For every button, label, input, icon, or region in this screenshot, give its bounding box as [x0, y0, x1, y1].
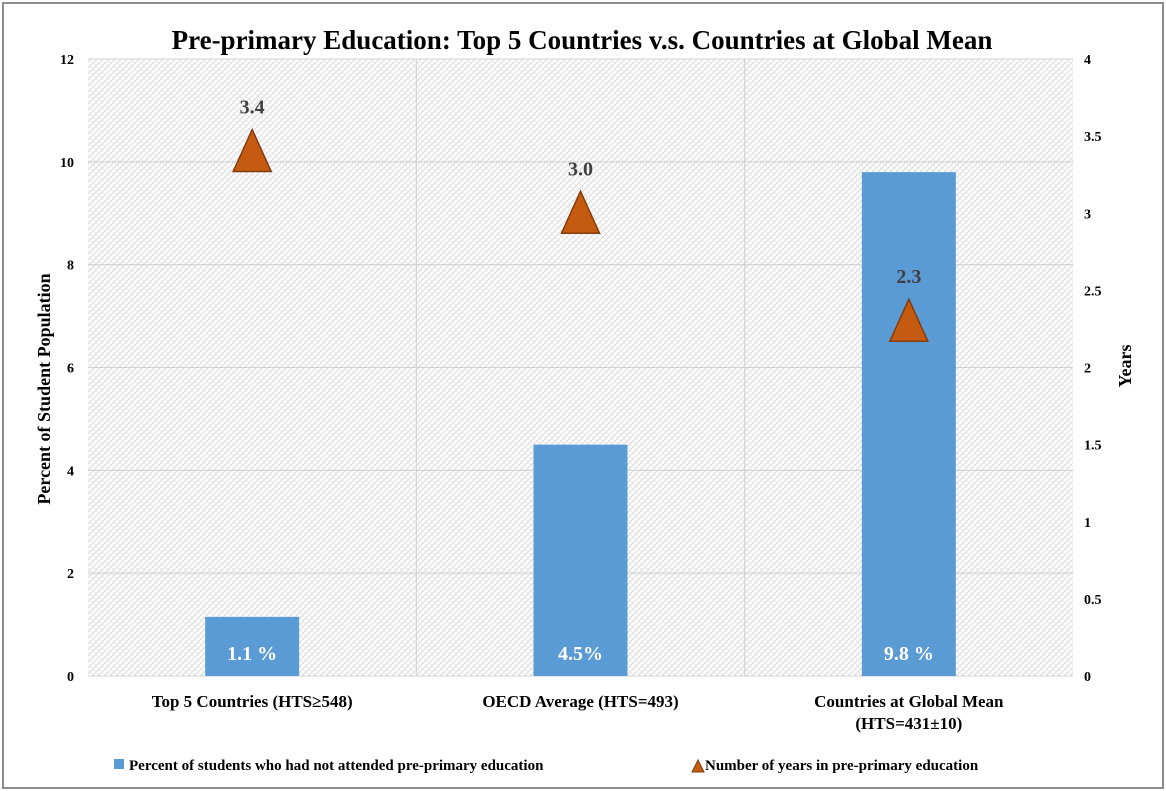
y-tick-label: 2 [67, 567, 74, 582]
triangle-data-label: 2.3 [896, 266, 921, 288]
y2-tick-label: 0 [1084, 670, 1091, 685]
category-label: (HTS=431±10) [855, 714, 962, 733]
triangle-marker [232, 127, 273, 173]
y-tick-label: 8 [67, 259, 74, 274]
bar [205, 616, 300, 676]
left-axis-ticks: 0 2 4 6 8 10 12 [60, 53, 74, 685]
y-axis-title: Percent of Student Population [34, 273, 54, 504]
bar-data-label: 1.1 % [227, 643, 277, 665]
category-label: Countries at Global Mean [814, 692, 1004, 711]
y2-axis-title: Years [1115, 345, 1135, 388]
bar-series [205, 172, 956, 676]
bar [533, 444, 628, 676]
y2-tick-label: 1 [1084, 516, 1091, 531]
triangle-data-label: 3.4 [240, 97, 265, 119]
y2-tick-label: 3 [1084, 207, 1091, 222]
category-label: OECD Average (HTS=493) [482, 692, 678, 711]
legend-bar-label: Percent of students who had not attended… [129, 758, 544, 774]
y-tick-label: 4 [67, 464, 74, 479]
y2-tick-label: 0.5 [1084, 593, 1102, 608]
y-tick-label: 6 [67, 362, 74, 377]
bar-labels: 1.1 % 4.5% 9.8 % [227, 643, 934, 665]
triangle-data-label: 3.0 [568, 158, 593, 180]
bar-data-label: 9.8 % [884, 643, 934, 665]
bar [861, 172, 956, 676]
legend-bar-swatch [114, 759, 124, 769]
chart-title: Pre-primary Education: Top 5 Countries v… [172, 25, 993, 55]
y2-tick-label: 3.5 [1084, 130, 1102, 145]
legend-triangle-swatch [691, 758, 705, 773]
legend-triangle-label: Number of years in pre-primary education [705, 758, 979, 774]
legend: Percent of students who had not attended… [114, 758, 979, 774]
triangle-series [232, 127, 929, 342]
triangle-labels: 3.4 3.0 2.3 [240, 97, 922, 289]
y2-tick-label: 2.5 [1084, 284, 1102, 299]
right-axis-ticks: 0 0.5 1 1.5 2 2.5 3 3.5 4 [1084, 53, 1102, 685]
category-label: Top 5 Countries (HTS≥548) [152, 692, 353, 711]
y2-tick-label: 2 [1084, 362, 1091, 377]
triangle-marker [560, 189, 601, 234]
bar-data-label: 4.5% [558, 643, 603, 665]
y-tick-label: 10 [60, 156, 74, 171]
category-labels: Top 5 Countries (HTS≥548) OECD Average (H… [152, 692, 1004, 733]
y2-tick-label: 4 [1084, 53, 1091, 68]
triangle-marker [888, 297, 929, 342]
y-tick-label: 12 [60, 53, 74, 68]
y2-tick-label: 1.5 [1084, 439, 1102, 454]
y-tick-label: 0 [67, 670, 74, 685]
